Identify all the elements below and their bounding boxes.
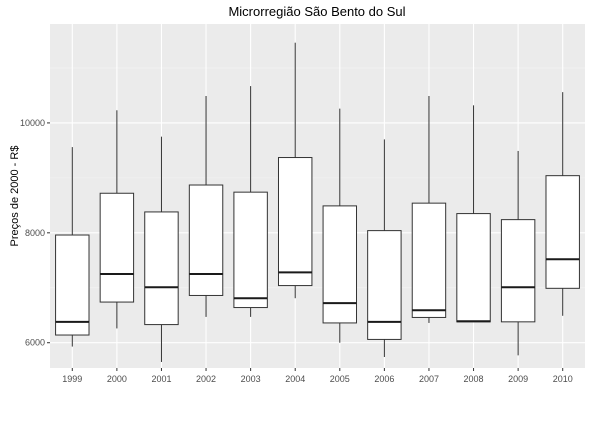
box-rect-2010	[545, 175, 580, 289]
box-2009	[500, 150, 536, 356]
plot-panel	[50, 24, 585, 368]
box-rect-2005	[322, 205, 358, 324]
box-2003	[233, 86, 268, 317]
box-2007	[411, 95, 447, 323]
box-rect-2007	[411, 202, 447, 318]
box-rect-2003	[233, 191, 268, 309]
grid-minor	[50, 67, 585, 289]
box-2008	[456, 105, 491, 323]
x-tick-label-2003: 2003	[241, 374, 261, 384]
box-2006	[367, 139, 402, 358]
x-tick-label-2010: 2010	[553, 374, 573, 384]
x-tick-label-2007: 2007	[419, 374, 439, 384]
x-tick-label-2006: 2006	[374, 374, 394, 384]
x-tick-label-2002: 2002	[196, 374, 216, 384]
chart-title: Microrregião São Bento do Sul	[228, 4, 405, 19]
box-2000	[99, 110, 135, 329]
x-tick-label-2008: 2008	[464, 374, 484, 384]
x-tick-label-2001: 2001	[151, 374, 171, 384]
box-2001	[144, 136, 179, 362]
box-rect-2008	[456, 213, 491, 323]
box-rect-2002	[188, 184, 224, 296]
box-2010	[545, 92, 580, 316]
box-rect-2001	[144, 211, 179, 326]
box-rect-2000	[99, 192, 135, 303]
box-2005	[322, 108, 358, 343]
box-2004	[277, 42, 313, 299]
y-tick-label-2: 10000	[20, 118, 45, 128]
y-tick-label-1: 8000	[25, 228, 45, 238]
x-tick-label-2009: 2009	[508, 374, 528, 384]
x-tick-label-2004: 2004	[285, 374, 305, 384]
box-rect-1999	[55, 234, 90, 336]
y-axis-label: Preços de 2000 - R$	[9, 146, 21, 247]
box-rect-2006	[367, 230, 402, 340]
box-rect-2009	[500, 219, 536, 323]
x-tick-label-2005: 2005	[330, 374, 350, 384]
y-tick-label-0: 6000	[25, 338, 45, 348]
x-tick-label-2000: 2000	[107, 374, 127, 384]
box-1999	[55, 147, 90, 347]
box-rect-2004	[277, 157, 313, 287]
x-axis: 1999 2000 2001 2002 2003 2004 2005 2006 2007 2008…	[62, 368, 573, 384]
y-axis: 6000 8000 10000	[20, 118, 50, 348]
box-2002	[188, 95, 224, 317]
boxes	[55, 42, 580, 362]
x-tick-label-1999: 1999	[62, 374, 82, 384]
